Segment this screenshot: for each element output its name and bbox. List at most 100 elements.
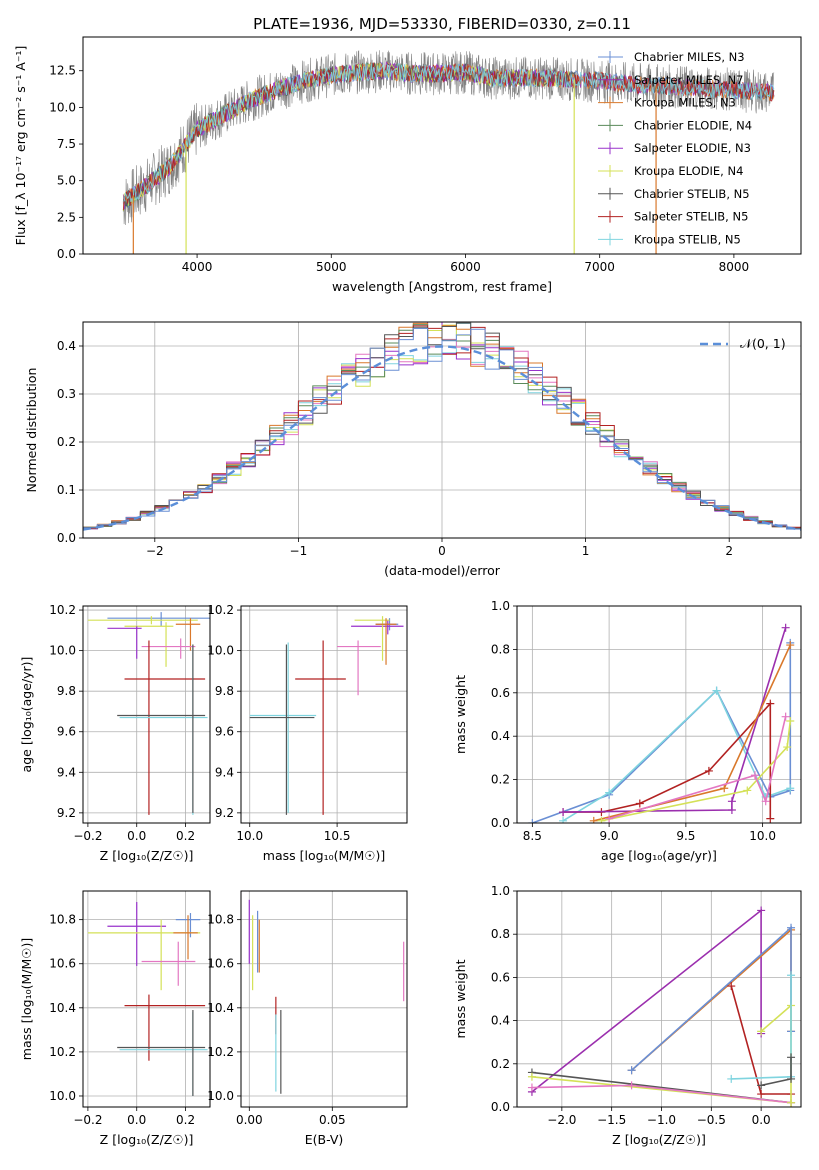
- x-tick-label: −0.2: [73, 829, 102, 843]
- legend-entry: Salpeter MILES, N7: [634, 73, 743, 87]
- weight-point-marker: [787, 923, 796, 932]
- y-tick-label: 0.6: [491, 970, 510, 984]
- weight-point-marker: [761, 797, 770, 806]
- weight-point-marker: [627, 1081, 636, 1090]
- y-tick-label: 9.6: [215, 725, 234, 739]
- y-tick-label: 9.6: [57, 725, 76, 739]
- y-tick-label: 0.3: [57, 387, 76, 401]
- weight-point-marker: [720, 784, 729, 793]
- x-tick-label: 1: [582, 544, 590, 558]
- plot-area-mass_weight_vs_age: [528, 623, 795, 823]
- gaussian-curve: [83, 345, 801, 531]
- x-axis-label: wavelength [Angstrom, rest frame]: [332, 279, 552, 294]
- legend-entry: Kroupa STELIB, N5: [634, 232, 741, 246]
- x-tick-label: 6000: [450, 260, 481, 274]
- y-tick-label: 2.5: [57, 210, 76, 224]
- axes-frame: [240, 605, 408, 824]
- y-tick-label: 1.0: [491, 884, 510, 898]
- y-tick-label: 0.8: [491, 642, 510, 656]
- y-tick-label: 9.4: [57, 765, 76, 779]
- y-tick-label: 0.0: [57, 247, 76, 261]
- y-axis-label: mass weight: [453, 675, 468, 754]
- weight-point-marker: [589, 816, 598, 823]
- weight-point-marker: [727, 1074, 736, 1083]
- legend-entry: Chabrier ELODIE, N4: [634, 118, 752, 132]
- x-tick-label: 9.5: [676, 829, 695, 843]
- weight-point-marker: [766, 699, 775, 708]
- weight-series-line: [562, 689, 791, 822]
- x-tick-label: 0.0: [752, 1113, 771, 1127]
- y-tick-label: 0.4: [57, 339, 76, 353]
- weight-point-marker: [786, 717, 795, 726]
- data-point: [119, 644, 208, 815]
- legend-entry: Chabrier MILES, N3: [634, 50, 745, 64]
- weight-point-marker: [527, 1072, 536, 1081]
- legend-entry: Kroupa MILES, N3: [634, 96, 736, 110]
- data-point: [141, 941, 196, 986]
- y-tick-label: 10.8: [49, 913, 76, 927]
- weight-series-line: [760, 1003, 792, 1103]
- axes-frame: [82, 36, 802, 255]
- weight-point-marker: [727, 797, 736, 806]
- data-point: [295, 640, 346, 815]
- y-tick-label: 0.0: [57, 531, 76, 545]
- y-axis-label: Normed distribution: [24, 368, 39, 493]
- y-tick-label: 10.8: [207, 913, 234, 927]
- data-point: [119, 1012, 208, 1096]
- y-axis-label: mass [log₁₀(M/M☉)]: [19, 938, 34, 1060]
- weight-series-line: [601, 720, 792, 822]
- x-tick-label: −1.0: [647, 1113, 676, 1127]
- data-point: [337, 640, 381, 696]
- x-axis-label: Z [log₁₀(Z/Z☉)]: [100, 1132, 194, 1147]
- histogram-chabrier_stelib: [83, 322, 801, 529]
- x-axis-label: age [log₁₀(age/yr)]: [601, 848, 717, 863]
- model-spectrum-chabrier_miles: [122, 62, 775, 209]
- y-tick-label: 0.1: [57, 483, 76, 497]
- y-tick-label: 10.6: [49, 957, 76, 971]
- x-tick-label: −1: [290, 544, 308, 558]
- weight-point-marker: [712, 686, 721, 695]
- x-tick-label: 10.5: [324, 829, 351, 843]
- x-tick-label: −2: [146, 544, 164, 558]
- x-tick-label: −2.0: [547, 1113, 576, 1127]
- x-tick-label: 0.0: [127, 829, 146, 843]
- data-point: [124, 622, 174, 667]
- y-tick-label: 0.4: [491, 1014, 510, 1028]
- weight-point-marker: [559, 808, 568, 817]
- plot-area-mass_vs_ebv: [248, 899, 405, 1094]
- plot-area-mass_weight_vs_Z: [527, 906, 796, 1107]
- y-tick-label: 10.0: [49, 644, 76, 658]
- axes-frame: [82, 321, 802, 539]
- x-tick-label: 0.05: [319, 1113, 346, 1127]
- x-tick-label: 8000: [719, 260, 750, 274]
- data-point: [87, 616, 198, 625]
- y-tick-label: 10.6: [207, 957, 234, 971]
- axes-age_vs_Z: −0.2 0.0 0.2 9.2 9.4 9.6 9.8 10.0 10.2 Z [log₁₀(Z…: [19, 603, 211, 863]
- y-tick-label: 12.5: [49, 64, 76, 78]
- axes-mass_vs_Z: −0.2 0.0 0.2 10.0 10.2 10.4 10.6 10.8 Z [log₁₀(Z…: [19, 890, 211, 1147]
- data-point: [175, 618, 201, 651]
- weight-point-marker: [743, 786, 752, 795]
- weight-point-marker: [781, 623, 790, 632]
- weight-point-marker: [627, 1066, 636, 1075]
- data-point: [351, 620, 404, 635]
- weight-point-marker: [781, 712, 790, 721]
- data-point: [107, 612, 210, 627]
- plot-area-spectrum: [122, 50, 775, 254]
- y-tick-label: 9.8: [215, 684, 234, 698]
- chart-title: PLATE=1936, MJD=53330, FIBERID=0330, z=0…: [253, 15, 631, 33]
- plot-area-age_vs_Z: [87, 612, 210, 815]
- axes-residuals: −2 −1 0 1 2 0.0 0.1 0.2 0.3 0.4 (data-model)/error…: [24, 321, 802, 578]
- x-tick-label: 0.0: [127, 1113, 146, 1127]
- weight-point-marker: [786, 784, 795, 793]
- weight-point-marker: [597, 816, 606, 823]
- y-tick-label: 0.8: [491, 927, 510, 941]
- y-tick-label: 7.5: [57, 137, 76, 151]
- x-tick-label: −0.5: [697, 1113, 726, 1127]
- legend-entry: Kroupa ELODIE, N4: [634, 164, 743, 178]
- data-point: [173, 915, 198, 960]
- weight-point-marker: [527, 1083, 536, 1092]
- axes-frame: [82, 605, 211, 824]
- y-tick-label: 10.0: [49, 1089, 76, 1103]
